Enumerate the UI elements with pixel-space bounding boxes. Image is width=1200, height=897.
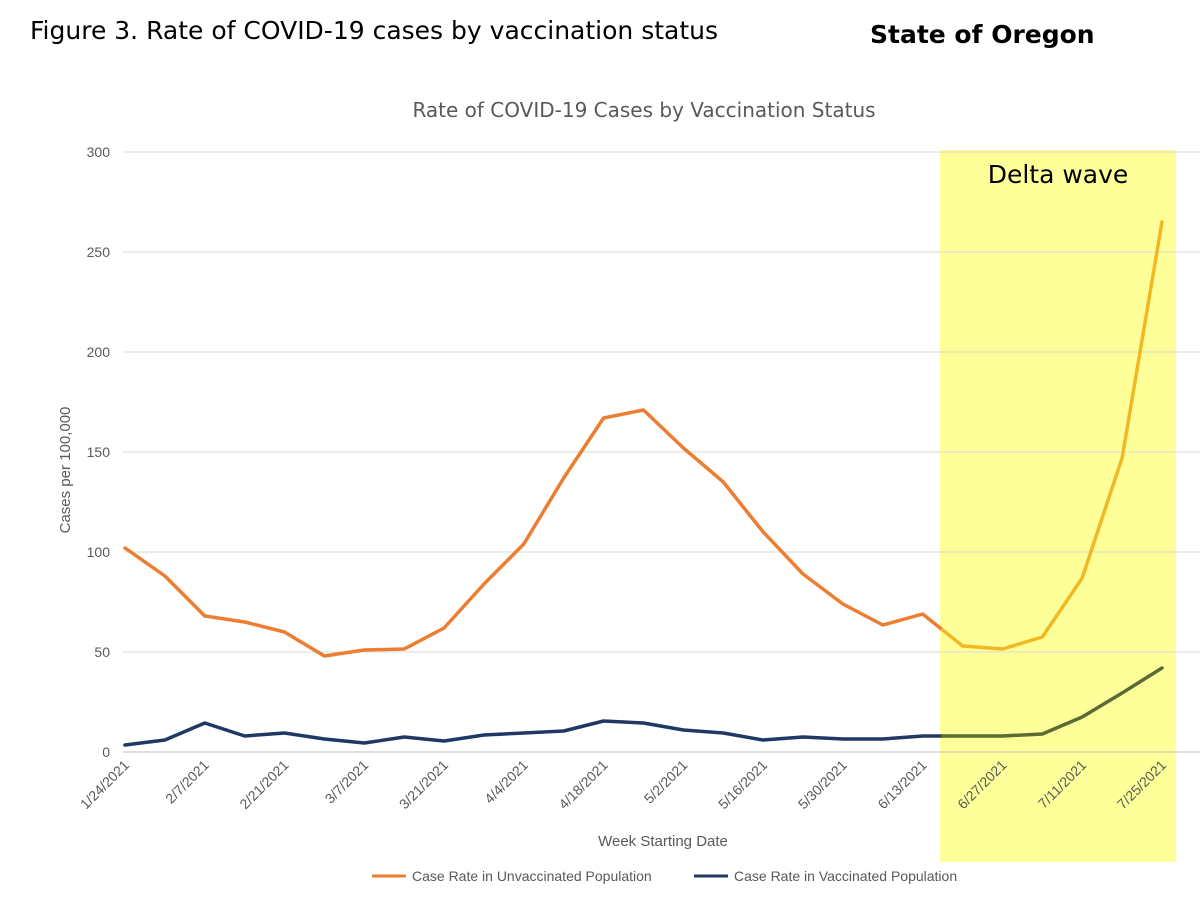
figure-caption: Figure 3. Rate of COVID-19 cases by vacc…	[30, 16, 719, 45]
series-lines	[123, 220, 1164, 747]
series-line-unvaccinated-delta	[940, 220, 1164, 651]
y-tick-label: 250	[87, 244, 111, 260]
y-axis-ticks: 0 50 100 150 200 250 300	[87, 144, 111, 760]
x-tick-label: 5/30/2021	[795, 757, 851, 813]
legend: Case Rate in Unvaccinated Population Cas…	[372, 868, 957, 884]
x-tick-label: 4/18/2021	[555, 757, 611, 813]
x-tick-label: 1/24/2021	[77, 757, 133, 813]
y-tick-label: 150	[87, 444, 111, 460]
legend-label-unvaccinated: Case Rate in Unvaccinated Population	[412, 868, 652, 884]
y-tick-label: 200	[87, 344, 111, 360]
series-line-unvaccinated	[123, 408, 945, 658]
y-tick-label: 300	[87, 144, 111, 160]
x-tick-label: 3/7/2021	[322, 757, 372, 807]
x-tick-label: 2/21/2021	[236, 757, 292, 813]
delta-wave-highlight	[940, 150, 1176, 862]
delta-wave-label: Delta wave	[988, 160, 1129, 189]
series-line-vaccinated	[123, 719, 945, 747]
state-label: State of Oregon	[870, 20, 1095, 49]
legend-label-vaccinated: Case Rate in Vaccinated Population	[734, 868, 957, 884]
series-line-vaccinated-delta	[940, 666, 1164, 738]
y-tick-label: 100	[87, 544, 111, 560]
x-tick-label: 6/13/2021	[874, 757, 930, 813]
x-tick-label: 3/21/2021	[396, 757, 452, 813]
x-tick-label: 5/16/2021	[715, 757, 771, 813]
x-tick-label: 5/2/2021	[641, 757, 691, 807]
y-tick-label: 0	[102, 744, 110, 760]
x-tick-label: 2/7/2021	[162, 757, 212, 807]
y-axis-label: Cases per 100,000	[57, 407, 74, 534]
x-tick-label: 4/4/2021	[481, 757, 531, 807]
chart-title: Rate of COVID-19 Cases by Vaccination St…	[412, 98, 875, 122]
x-axis-label: Week Starting Date	[598, 833, 728, 850]
y-tick-label: 50	[94, 644, 110, 660]
gridlines	[123, 151, 1200, 753]
